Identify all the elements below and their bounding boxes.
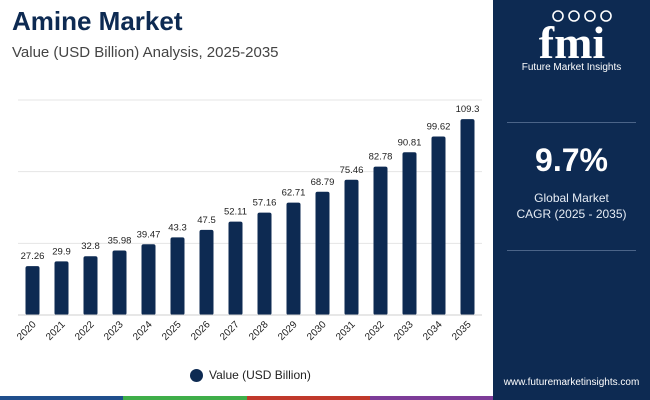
data-label-2031: 75.46	[340, 165, 364, 176]
bar-2028	[257, 212, 272, 315]
cagr-label-line1: Global Market	[534, 191, 609, 205]
strip-segment-green	[123, 396, 247, 400]
x-tick-label-2033: 2033	[392, 319, 416, 343]
bar-2030	[315, 191, 330, 315]
data-label-2035: 109.3	[456, 104, 480, 115]
page-subtitle: Value (USD Billion) Analysis, 2025-2035	[12, 44, 279, 61]
bar-chart: 27.26 2020 29.9 2021 32.8 2022 35.98 2023 39.47 2…	[15, 99, 482, 343]
legend-swatch	[190, 368, 203, 382]
x-tick-label-2031: 2031	[334, 319, 358, 343]
data-label-2027: 52.11	[224, 207, 247, 218]
bar-2023	[112, 250, 127, 315]
strip-segment-blue	[0, 396, 124, 400]
x-tick-label-2021: 2021	[44, 319, 68, 343]
x-tick-label-2030: 2030	[305, 319, 329, 343]
side-panel: fmi Future Market Insights 9.7% Global M…	[493, 0, 650, 400]
bar-2032	[373, 166, 388, 315]
data-label-2026: 47.5	[197, 215, 216, 226]
page-title: Amine Market	[12, 6, 183, 36]
data-label-2034: 99.62	[427, 122, 451, 133]
legend-label: Value (USD Billion)	[209, 368, 311, 382]
data-label-2030: 68.79	[311, 177, 335, 188]
bar-2031	[344, 179, 359, 315]
logo-caption: Future Market Insights	[521, 62, 622, 73]
x-tick-label-2025: 2025	[160, 319, 184, 343]
bottom-color-strip	[0, 396, 493, 400]
cagr-label-line2: CAGR (2025 - 2035)	[516, 207, 627, 221]
data-label-2032: 82.78	[369, 152, 393, 163]
bar-2033	[402, 152, 417, 315]
data-label-2028: 57.16	[253, 198, 277, 209]
bar-2029	[286, 202, 301, 315]
website-link[interactable]: www.futuremarketinsights.com	[503, 377, 640, 388]
fmi-logo: fmi Future Market Insights	[493, 6, 650, 73]
x-tick-label-2027: 2027	[218, 319, 242, 343]
x-tick-label-2034: 2034	[421, 319, 445, 343]
cagr-value: 9.7%	[535, 142, 608, 178]
data-label-2021: 29.9	[52, 246, 71, 257]
x-tick-label-2020: 2020	[15, 319, 39, 343]
x-tick-label-2024: 2024	[131, 319, 155, 343]
bar-2021	[54, 261, 69, 315]
data-label-2020: 27.26	[21, 251, 45, 262]
x-tick-label-2028: 2028	[247, 319, 271, 343]
bar-2020	[25, 266, 40, 315]
data-label-2033: 90.81	[398, 137, 422, 148]
x-tick-label-2029: 2029	[276, 319, 300, 343]
logo-text: fmi	[538, 17, 605, 62]
cagr-label: Global Market CAGR (2025 - 2035)	[493, 190, 650, 222]
chart-legend: Value (USD Billion)	[190, 368, 311, 382]
bar-2035	[460, 119, 475, 315]
fmi-logo-icon: fmi	[538, 10, 612, 62]
bar-2026	[199, 229, 214, 315]
data-label-2023: 35.98	[108, 236, 132, 247]
data-label-2024: 39.47	[137, 229, 161, 240]
x-tick-label-2026: 2026	[189, 319, 213, 343]
x-tick-label-2032: 2032	[363, 319, 387, 343]
x-tick-label-2023: 2023	[102, 319, 126, 343]
x-tick-label-2022: 2022	[73, 319, 97, 343]
bar-2024	[141, 244, 156, 315]
strip-segment-red	[246, 396, 370, 400]
x-tick-label-2035: 2035	[450, 319, 474, 343]
data-label-2025: 43.3	[168, 222, 187, 233]
panel-divider-top	[507, 122, 636, 123]
panel-divider-bottom	[507, 250, 636, 251]
data-label-2022: 32.8	[81, 241, 100, 252]
strip-segment-purple	[369, 396, 493, 400]
bar-2027	[228, 221, 243, 315]
bar-2022	[83, 256, 98, 315]
data-label-2029: 62.71	[282, 188, 306, 199]
bar-2025	[170, 237, 185, 315]
bar-2034	[431, 136, 446, 315]
